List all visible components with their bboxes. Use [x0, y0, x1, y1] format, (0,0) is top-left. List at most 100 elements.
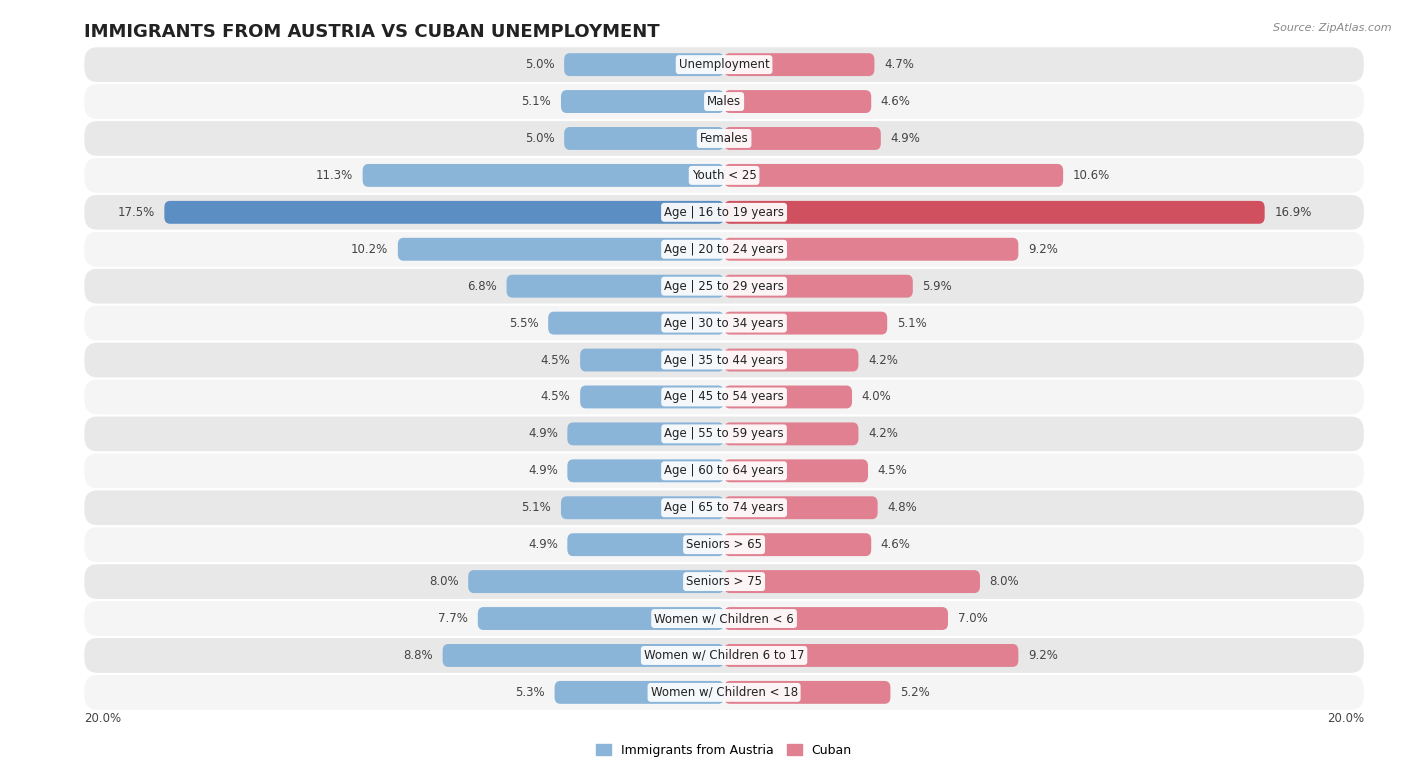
Text: 4.5%: 4.5% [541, 354, 571, 366]
Text: 4.0%: 4.0% [862, 391, 891, 403]
FancyBboxPatch shape [84, 564, 1364, 599]
Text: Age | 55 to 59 years: Age | 55 to 59 years [664, 428, 785, 441]
Text: 5.9%: 5.9% [922, 279, 952, 293]
Text: Males: Males [707, 95, 741, 108]
FancyBboxPatch shape [443, 644, 724, 667]
FancyBboxPatch shape [724, 681, 890, 704]
Text: 5.1%: 5.1% [522, 95, 551, 108]
Text: 5.0%: 5.0% [524, 132, 554, 145]
Text: 4.8%: 4.8% [887, 501, 917, 514]
FancyBboxPatch shape [724, 570, 980, 593]
FancyBboxPatch shape [724, 164, 1063, 187]
Text: 4.5%: 4.5% [541, 391, 571, 403]
FancyBboxPatch shape [724, 238, 1018, 260]
FancyBboxPatch shape [84, 158, 1364, 193]
Text: 16.9%: 16.9% [1274, 206, 1312, 219]
FancyBboxPatch shape [724, 497, 877, 519]
Text: 9.2%: 9.2% [1028, 243, 1057, 256]
FancyBboxPatch shape [724, 348, 859, 372]
Text: Women w/ Children < 6: Women w/ Children < 6 [654, 612, 794, 625]
Text: Seniors > 75: Seniors > 75 [686, 575, 762, 588]
Text: Age | 16 to 19 years: Age | 16 to 19 years [664, 206, 785, 219]
FancyBboxPatch shape [84, 306, 1364, 341]
Text: 5.1%: 5.1% [897, 316, 927, 329]
Text: 5.2%: 5.2% [900, 686, 929, 699]
Text: 20.0%: 20.0% [84, 712, 121, 724]
Text: 4.9%: 4.9% [527, 428, 558, 441]
Text: Women w/ Children 6 to 17: Women w/ Children 6 to 17 [644, 649, 804, 662]
Text: Seniors > 65: Seniors > 65 [686, 538, 762, 551]
Text: 10.2%: 10.2% [352, 243, 388, 256]
FancyBboxPatch shape [568, 422, 724, 445]
FancyBboxPatch shape [564, 127, 724, 150]
Text: 20.0%: 20.0% [1327, 712, 1364, 724]
Text: 4.6%: 4.6% [880, 95, 911, 108]
FancyBboxPatch shape [568, 533, 724, 556]
FancyBboxPatch shape [84, 528, 1364, 562]
Text: Women w/ Children < 18: Women w/ Children < 18 [651, 686, 797, 699]
Text: 4.9%: 4.9% [527, 464, 558, 478]
Text: Source: ZipAtlas.com: Source: ZipAtlas.com [1274, 23, 1392, 33]
Text: 4.9%: 4.9% [527, 538, 558, 551]
Text: 17.5%: 17.5% [118, 206, 155, 219]
FancyBboxPatch shape [478, 607, 724, 630]
FancyBboxPatch shape [724, 312, 887, 335]
FancyBboxPatch shape [84, 379, 1364, 414]
FancyBboxPatch shape [724, 385, 852, 409]
Text: 4.2%: 4.2% [868, 354, 898, 366]
FancyBboxPatch shape [724, 127, 880, 150]
Text: 5.0%: 5.0% [524, 58, 554, 71]
FancyBboxPatch shape [363, 164, 724, 187]
Text: Age | 65 to 74 years: Age | 65 to 74 years [664, 501, 785, 514]
Text: 10.6%: 10.6% [1073, 169, 1109, 182]
FancyBboxPatch shape [398, 238, 724, 260]
FancyBboxPatch shape [84, 675, 1364, 710]
FancyBboxPatch shape [724, 459, 868, 482]
Text: Age | 35 to 44 years: Age | 35 to 44 years [664, 354, 785, 366]
FancyBboxPatch shape [554, 681, 724, 704]
Text: 4.2%: 4.2% [868, 428, 898, 441]
Text: Females: Females [700, 132, 748, 145]
Text: 5.3%: 5.3% [516, 686, 546, 699]
FancyBboxPatch shape [724, 275, 912, 298]
Text: Age | 30 to 34 years: Age | 30 to 34 years [664, 316, 785, 329]
Text: Age | 25 to 29 years: Age | 25 to 29 years [664, 279, 785, 293]
FancyBboxPatch shape [581, 385, 724, 409]
FancyBboxPatch shape [581, 348, 724, 372]
FancyBboxPatch shape [724, 607, 948, 630]
FancyBboxPatch shape [564, 53, 724, 76]
FancyBboxPatch shape [561, 90, 724, 113]
Legend: Immigrants from Austria, Cuban: Immigrants from Austria, Cuban [592, 739, 856, 757]
FancyBboxPatch shape [84, 195, 1364, 229]
FancyBboxPatch shape [724, 53, 875, 76]
Text: 5.5%: 5.5% [509, 316, 538, 329]
Text: 4.9%: 4.9% [890, 132, 921, 145]
FancyBboxPatch shape [724, 644, 1018, 667]
FancyBboxPatch shape [84, 343, 1364, 378]
FancyBboxPatch shape [506, 275, 724, 298]
Text: 9.2%: 9.2% [1028, 649, 1057, 662]
FancyBboxPatch shape [568, 459, 724, 482]
FancyBboxPatch shape [724, 90, 872, 113]
Text: 5.1%: 5.1% [522, 501, 551, 514]
Text: 8.0%: 8.0% [429, 575, 458, 588]
FancyBboxPatch shape [561, 497, 724, 519]
FancyBboxPatch shape [84, 416, 1364, 451]
Text: IMMIGRANTS FROM AUSTRIA VS CUBAN UNEMPLOYMENT: IMMIGRANTS FROM AUSTRIA VS CUBAN UNEMPLO… [84, 23, 659, 41]
FancyBboxPatch shape [84, 601, 1364, 636]
FancyBboxPatch shape [84, 47, 1364, 82]
FancyBboxPatch shape [724, 533, 872, 556]
Text: 8.8%: 8.8% [404, 649, 433, 662]
Text: Age | 20 to 24 years: Age | 20 to 24 years [664, 243, 785, 256]
FancyBboxPatch shape [84, 269, 1364, 304]
FancyBboxPatch shape [84, 491, 1364, 525]
Text: 4.7%: 4.7% [884, 58, 914, 71]
Text: Unemployment: Unemployment [679, 58, 769, 71]
FancyBboxPatch shape [165, 201, 724, 224]
Text: 6.8%: 6.8% [467, 279, 496, 293]
FancyBboxPatch shape [84, 121, 1364, 156]
FancyBboxPatch shape [724, 201, 1264, 224]
FancyBboxPatch shape [84, 84, 1364, 119]
Text: Age | 60 to 64 years: Age | 60 to 64 years [664, 464, 785, 478]
Text: 4.5%: 4.5% [877, 464, 907, 478]
